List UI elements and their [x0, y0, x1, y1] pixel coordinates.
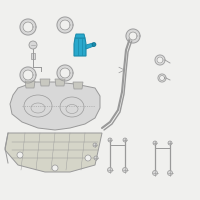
- Polygon shape: [74, 38, 86, 56]
- Circle shape: [122, 168, 128, 172]
- Circle shape: [168, 170, 172, 176]
- Polygon shape: [40, 79, 50, 86]
- Polygon shape: [75, 34, 85, 38]
- Polygon shape: [25, 81, 35, 88]
- Polygon shape: [23, 22, 33, 32]
- Circle shape: [17, 152, 23, 158]
- Polygon shape: [57, 65, 73, 81]
- Circle shape: [108, 168, 112, 172]
- Polygon shape: [31, 53, 35, 59]
- Circle shape: [85, 155, 91, 161]
- Polygon shape: [20, 67, 36, 83]
- Polygon shape: [126, 29, 140, 43]
- Circle shape: [153, 141, 157, 145]
- Polygon shape: [86, 43, 94, 49]
- Circle shape: [92, 43, 96, 46]
- Polygon shape: [160, 76, 164, 80]
- Circle shape: [29, 41, 37, 49]
- Polygon shape: [73, 82, 83, 89]
- Polygon shape: [155, 55, 165, 65]
- Polygon shape: [20, 19, 36, 35]
- Polygon shape: [60, 20, 70, 30]
- Polygon shape: [23, 70, 33, 80]
- Polygon shape: [55, 79, 65, 86]
- Circle shape: [94, 156, 98, 160]
- Polygon shape: [60, 68, 70, 78]
- Circle shape: [153, 170, 158, 176]
- Polygon shape: [5, 133, 102, 172]
- Circle shape: [168, 141, 172, 145]
- Polygon shape: [157, 57, 163, 63]
- Circle shape: [93, 143, 97, 147]
- Polygon shape: [10, 82, 100, 130]
- Circle shape: [108, 138, 112, 142]
- Polygon shape: [129, 32, 137, 40]
- Polygon shape: [57, 17, 73, 33]
- Circle shape: [52, 165, 58, 171]
- Polygon shape: [158, 74, 166, 82]
- Circle shape: [123, 138, 127, 142]
